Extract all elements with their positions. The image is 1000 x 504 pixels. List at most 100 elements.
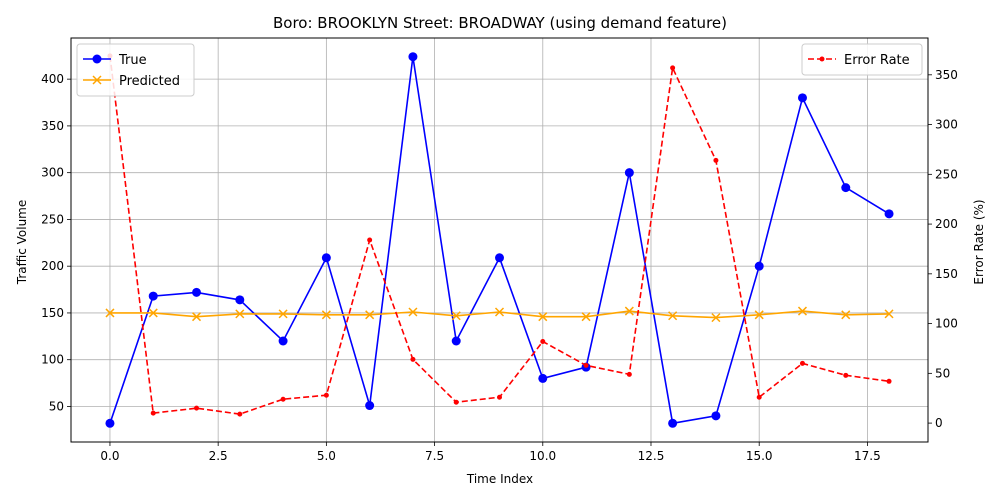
y2-tick-label: 100 <box>935 317 958 331</box>
data-point-predicted <box>105 308 115 318</box>
data-point-true <box>451 336 461 346</box>
x-marker-stroke <box>321 310 331 320</box>
legend-marker <box>819 56 825 62</box>
y-axis-label: Traffic Volume <box>15 200 29 286</box>
series-layer <box>105 52 894 428</box>
x-tick-label: 2.5 <box>209 449 228 463</box>
data-point-true <box>192 287 202 297</box>
data-point-error-rate <box>150 410 156 416</box>
data-point-error-rate <box>670 65 676 71</box>
legend-marker <box>92 54 102 64</box>
x-marker-stroke <box>668 311 678 321</box>
x-marker-stroke <box>148 308 158 318</box>
x-marker-stroke <box>624 306 634 316</box>
x-marker-stroke <box>105 308 115 318</box>
series-true <box>105 52 894 428</box>
x-tick-label: 15.0 <box>746 449 773 463</box>
data-point-true <box>538 373 548 383</box>
data-point-predicted <box>711 313 721 323</box>
y2-tick-label: 50 <box>935 366 950 380</box>
data-point-true <box>495 253 504 263</box>
x-tick-label: 17.5 <box>854 449 881 463</box>
x-marker-stroke <box>235 309 245 319</box>
legend-right: Error Rate <box>801 43 923 76</box>
y2-tick-label: 150 <box>935 267 958 281</box>
y-tick-label: 50 <box>49 399 64 413</box>
data-point-error-rate <box>756 394 762 400</box>
data-point-error-rate <box>843 372 849 378</box>
data-point-true <box>754 261 764 271</box>
x-marker-stroke <box>408 307 418 317</box>
series-line-true <box>109 56 890 425</box>
data-point-true <box>711 411 721 421</box>
x-tick-label: 7.5 <box>425 449 444 463</box>
x-axis-label: Time Index <box>466 472 533 486</box>
chart-title: Boro: BROOKLYN Street: BROADWAY (using d… <box>273 14 727 32</box>
data-point-true <box>624 168 634 178</box>
x-marker-stroke <box>278 309 288 319</box>
x-marker-stroke <box>797 306 808 316</box>
x-tick-label: 0.0 <box>100 449 119 463</box>
grid-layer <box>71 38 928 442</box>
data-point-predicted <box>148 308 158 318</box>
data-point-true <box>278 336 288 346</box>
data-point-predicted <box>235 309 245 319</box>
data-point-true <box>841 183 851 193</box>
data-point-predicted <box>365 310 375 320</box>
data-point-error-rate <box>323 392 329 398</box>
series-line-error-rate <box>109 55 890 415</box>
y2-axis-label: Error Rate (%) <box>972 199 986 284</box>
data-point-error-rate <box>367 237 373 243</box>
y-tick-label: 100 <box>41 353 64 367</box>
x-marker-stroke <box>711 313 721 323</box>
x-marker-stroke <box>365 310 375 320</box>
data-point-predicted <box>321 310 331 320</box>
x-marker-stroke <box>884 309 894 319</box>
data-point-error-rate <box>886 378 892 384</box>
plot-frame <box>70 37 929 443</box>
data-point-error-rate <box>626 371 632 377</box>
legend-box <box>76 43 195 97</box>
data-point-predicted <box>538 312 548 322</box>
data-point-error-rate <box>583 362 589 368</box>
data-point-error-rate <box>410 356 416 362</box>
data-point-predicted <box>494 307 505 317</box>
data-point-predicted <box>884 309 894 319</box>
legend-label: Error Rate <box>844 53 910 68</box>
x-tick-label: 12.5 <box>638 449 665 463</box>
legend-box <box>801 43 923 76</box>
legend-left: True Predicted <box>76 43 195 97</box>
x-marker-stroke <box>494 307 505 317</box>
x-tick-label: 10.0 <box>529 449 556 463</box>
y-tick-label: 350 <box>41 119 64 133</box>
data-point-true <box>668 418 678 428</box>
legend-label: True <box>118 53 147 68</box>
data-point-predicted <box>841 310 851 320</box>
data-point-error-rate <box>540 338 546 344</box>
legend-layer: True Predicted Error Rate <box>76 43 923 97</box>
data-point-predicted <box>408 307 418 317</box>
y-tick-label: 150 <box>41 306 64 320</box>
data-point-error-rate <box>280 396 286 402</box>
x-marker-stroke <box>451 311 461 321</box>
data-point-true <box>884 209 894 219</box>
data-point-predicted <box>624 306 634 316</box>
x-marker-stroke <box>581 312 591 322</box>
y-tick-label: 400 <box>41 72 64 86</box>
x-marker-stroke <box>92 75 102 85</box>
legend-label: Predicted <box>119 74 180 89</box>
y2-tick-label: 250 <box>935 167 958 181</box>
x-tick-label: 5.0 <box>317 449 336 463</box>
y2-tick-label: 0 <box>935 416 943 430</box>
y-tick-label: 250 <box>41 212 64 226</box>
data-point-predicted <box>191 312 202 322</box>
y2-tick-label: 200 <box>935 217 958 231</box>
data-point-true <box>408 52 418 62</box>
data-point-true <box>321 253 331 263</box>
data-point-predicted <box>668 311 678 321</box>
data-point-true <box>148 291 158 301</box>
data-point-error-rate <box>799 360 805 366</box>
data-point-predicted <box>278 309 288 319</box>
x-marker-stroke <box>191 312 202 322</box>
